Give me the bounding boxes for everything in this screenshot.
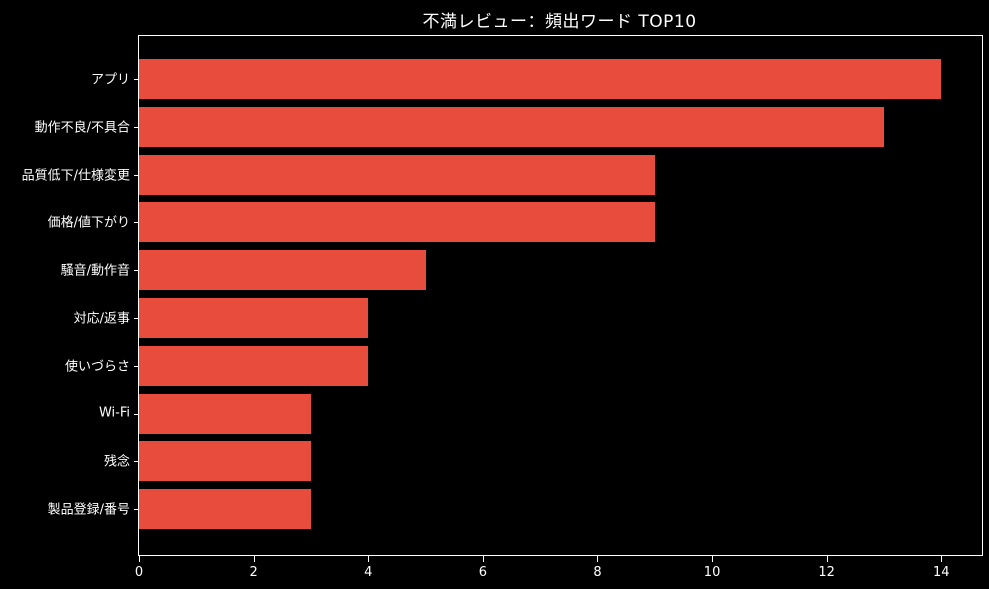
x-axis-tick-mark [139, 556, 140, 562]
x-axis-label-2: 2 [249, 565, 258, 580]
y-axis-label-1: 動作不良/不具合 [34, 120, 130, 136]
bar-6 [139, 345, 369, 386]
y-axis-label-3: 価格/値下がり [47, 215, 130, 231]
y-axis-label-7: Wi-Fi [98, 405, 130, 421]
bar-0 [139, 59, 942, 99]
y-axis-label-8: 残念 [103, 454, 130, 470]
y-axis-label-2: 品質低下/仕様変更 [21, 168, 130, 184]
x-axis-label-4: 4 [364, 565, 373, 580]
x-axis-label-14: 14 [933, 565, 950, 580]
y-axis-tick-mark [134, 365, 138, 367]
x-axis-label-10: 10 [703, 565, 721, 580]
y-axis-label-5: 対応/返事 [73, 311, 130, 327]
y-axis-tick-mark [134, 222, 138, 224]
x-axis-tick-mark [712, 556, 714, 562]
plot-area: 0 2 4 6 8 10 12 14 [134, 35, 983, 580]
x-axis-label-0: 0 [134, 565, 144, 580]
y-axis-label-9: 製品登録/番号 [47, 502, 130, 518]
x-axis-tick-mark [253, 556, 255, 562]
bar-9 [139, 489, 311, 530]
x-axis-tick-mark [482, 556, 484, 562]
bar-7 [139, 393, 311, 434]
x-axis-tick-mark [597, 556, 599, 562]
y-axis-label-0: アプリ [90, 72, 130, 88]
x-axis-label-6: 6 [478, 565, 487, 580]
y-axis-tick-mark [134, 270, 138, 272]
bar-3 [139, 202, 655, 243]
bar-2 [139, 154, 655, 195]
y-axis-tick-mark [134, 79, 138, 80]
y-axis-tick-mark [134, 413, 138, 415]
x-axis-tick-mark [368, 556, 370, 562]
bar-5 [139, 298, 369, 338]
y-axis-label-4: 騒音/動作音 [60, 263, 130, 279]
y-axis-tick-mark [134, 126, 138, 128]
y-axis-label-6: 使いづらさ [64, 359, 130, 375]
x-axis-label-12: 12 [818, 565, 835, 580]
y-axis-tick-mark [134, 509, 138, 511]
y-axis-tick-mark [134, 318, 138, 319]
x-axis-tick-mark [941, 556, 943, 562]
x-axis-label-8: 8 [593, 565, 602, 580]
x-axis-tick-mark [826, 556, 828, 562]
bar-8 [139, 441, 311, 482]
chart-title: 不満レビュー：頻出ワード TOP10 [422, 12, 697, 32]
bar-4 [139, 250, 426, 291]
y-axis-tick-mark [134, 174, 138, 176]
y-axis-tick-mark [134, 461, 138, 463]
bar-1 [139, 106, 884, 147]
